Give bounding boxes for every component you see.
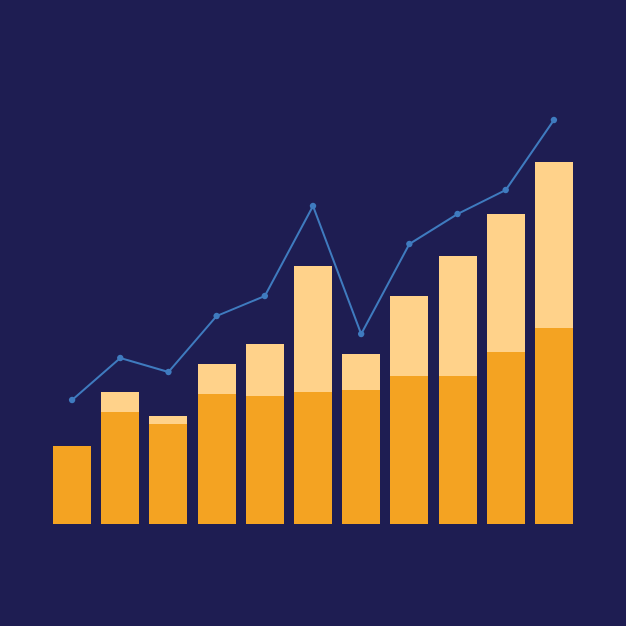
- trend-marker-6: [358, 331, 364, 337]
- trend-marker-1: [117, 355, 123, 361]
- trend-marker-9: [503, 187, 509, 193]
- bar-top-6: [342, 354, 380, 390]
- trend-marker-4: [262, 293, 268, 299]
- trend-marker-3: [213, 313, 219, 319]
- bar-top-3: [198, 364, 236, 394]
- bar-bottom-7: [390, 376, 428, 524]
- bar-bottom-10: [535, 328, 573, 524]
- bar-top-1: [101, 392, 139, 412]
- bar-top-9: [487, 214, 525, 352]
- bar-bottom-4: [246, 396, 284, 524]
- trend-marker-7: [406, 241, 412, 247]
- bar-top-5: [294, 266, 332, 392]
- bar-bottom-0: [53, 446, 91, 524]
- trend-marker-8: [454, 211, 460, 217]
- chart-canvas: [0, 0, 626, 626]
- bar-bottom-3: [198, 394, 236, 524]
- bar-top-10: [535, 162, 573, 328]
- bar-bottom-8: [439, 376, 477, 524]
- bar-bottom-2: [149, 424, 187, 524]
- bar-top-2: [149, 416, 187, 424]
- trend-marker-5: [310, 203, 316, 209]
- trend-marker-2: [165, 369, 171, 375]
- bar-top-4: [246, 344, 284, 396]
- bar-bottom-6: [342, 390, 380, 524]
- bar-bottom-9: [487, 352, 525, 524]
- bar-top-7: [390, 296, 428, 376]
- bar-top-8: [439, 256, 477, 376]
- bar-bottom-5: [294, 392, 332, 524]
- trend-marker-10: [551, 117, 557, 123]
- trend-marker-0: [69, 397, 75, 403]
- bar-bottom-1: [101, 412, 139, 524]
